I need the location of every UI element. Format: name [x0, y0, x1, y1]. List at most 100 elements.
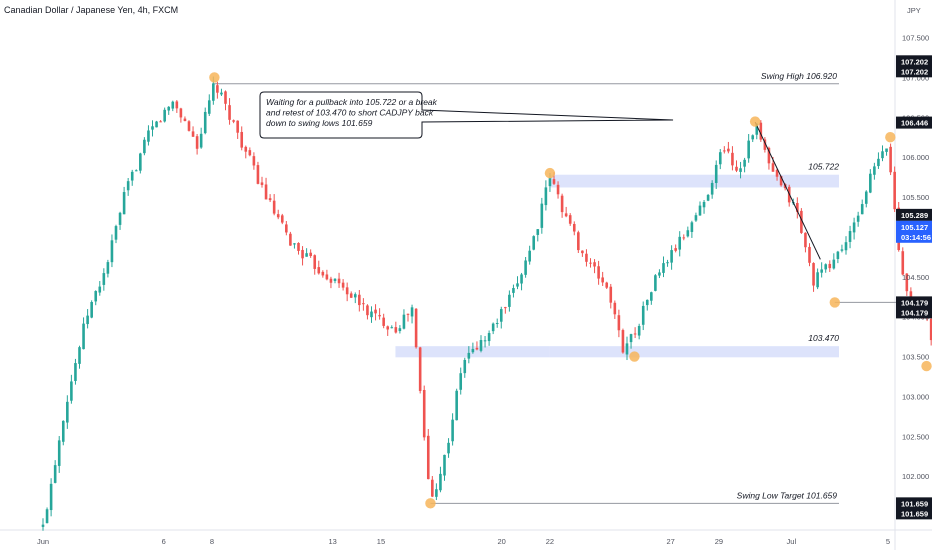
- candle: [844, 236, 848, 255]
- candle-body: [832, 259, 836, 269]
- candle-body: [674, 248, 677, 251]
- candle: [86, 309, 89, 329]
- candle: [252, 152, 256, 170]
- candle-body: [532, 236, 536, 250]
- candle: [349, 291, 353, 298]
- candle: [147, 125, 150, 146]
- y-tick-4: 105.500: [902, 193, 929, 202]
- candle-body: [889, 146, 892, 173]
- candle: [374, 304, 377, 321]
- swing-marker-6[interactable]: [921, 360, 932, 372]
- candle-body: [491, 323, 495, 332]
- candle-body: [577, 232, 580, 251]
- x-tick-8: 29: [715, 537, 723, 546]
- swing-marker-5[interactable]: [829, 297, 840, 308]
- candle: [183, 116, 187, 122]
- candle-body: [57, 440, 61, 466]
- candle-body: [556, 184, 560, 195]
- candle: [134, 169, 138, 172]
- candle-body: [232, 120, 235, 122]
- candle-body: [637, 325, 641, 336]
- candle: [682, 234, 686, 241]
- candle-body: [199, 133, 203, 148]
- swing-marker-3[interactable]: [885, 132, 896, 143]
- time-axis[interactable]: Jun68131520222729Jul5711131518: [37, 537, 932, 546]
- candle-body: [508, 294, 511, 307]
- candle: [61, 420, 65, 446]
- candle-body: [873, 166, 876, 175]
- candle: [406, 313, 410, 322]
- candle: [731, 146, 734, 171]
- candle-body: [869, 173, 872, 193]
- swing-marker-0[interactable]: [209, 72, 220, 83]
- candle-body: [552, 179, 556, 184]
- candle-body: [767, 147, 771, 164]
- candle-body: [589, 262, 592, 264]
- candle-body: [82, 323, 85, 350]
- candle-body: [848, 231, 852, 242]
- candle-body: [370, 311, 373, 318]
- price-axis[interactable]: 107.500107.000106.500106.000105.500105.0…: [902, 34, 929, 482]
- price-tag-bg: [896, 220, 932, 243]
- candle-body: [256, 165, 260, 184]
- candle: [228, 98, 231, 125]
- candle: [289, 231, 292, 246]
- candle: [358, 289, 361, 312]
- candle: [106, 259, 110, 278]
- candle: [370, 306, 373, 323]
- candle: [654, 274, 657, 292]
- annotation-box: [259, 91, 674, 139]
- candle: [256, 161, 260, 185]
- candle-body: [885, 148, 888, 152]
- swing-marker-7[interactable]: [425, 498, 436, 509]
- candle: [187, 120, 191, 132]
- candle: [467, 346, 471, 364]
- candle: [568, 213, 572, 226]
- candle: [410, 304, 414, 324]
- candle-body: [98, 286, 102, 293]
- candle: [163, 107, 166, 123]
- candle: [735, 160, 738, 173]
- zone-label-1: 103.470: [808, 333, 839, 343]
- candle-body: [812, 263, 815, 286]
- candle: [159, 120, 162, 123]
- candle-body: [293, 243, 296, 245]
- candle: [394, 321, 398, 334]
- annotation-callout[interactable]: Waiting for a pullback into 105.722 or a…: [259, 91, 674, 139]
- candle: [605, 281, 609, 290]
- candle: [641, 301, 645, 331]
- price-tag-text: 101.659: [901, 499, 928, 508]
- candle-body: [406, 313, 410, 315]
- candle: [869, 169, 872, 194]
- candle: [276, 209, 280, 220]
- candle: [800, 208, 803, 234]
- candle-body: [203, 111, 207, 134]
- candle: [483, 336, 487, 348]
- candle: [633, 327, 637, 339]
- candle: [244, 145, 248, 159]
- candle: [402, 309, 406, 330]
- candle: [418, 346, 422, 394]
- swing-marker-1[interactable]: [544, 167, 556, 179]
- candle-body: [147, 130, 150, 142]
- candle-body: [751, 135, 755, 140]
- candle: [463, 357, 467, 378]
- candle: [341, 279, 345, 291]
- candle-body: [475, 347, 479, 350]
- candle: [378, 308, 381, 320]
- candle-body: [94, 291, 98, 302]
- candle: [179, 107, 183, 123]
- candle-body: [650, 292, 653, 301]
- candle: [167, 106, 171, 115]
- candle: [536, 229, 540, 242]
- candle: [617, 309, 621, 338]
- candle: [171, 100, 175, 112]
- candle-body: [743, 159, 746, 167]
- candle-body: [840, 249, 844, 251]
- swing-marker-4[interactable]: [629, 351, 640, 362]
- swing-marker-2[interactable]: [749, 116, 761, 127]
- candle-body: [216, 85, 219, 93]
- candle-body: [572, 223, 576, 232]
- x-tick-4: 15: [377, 537, 385, 546]
